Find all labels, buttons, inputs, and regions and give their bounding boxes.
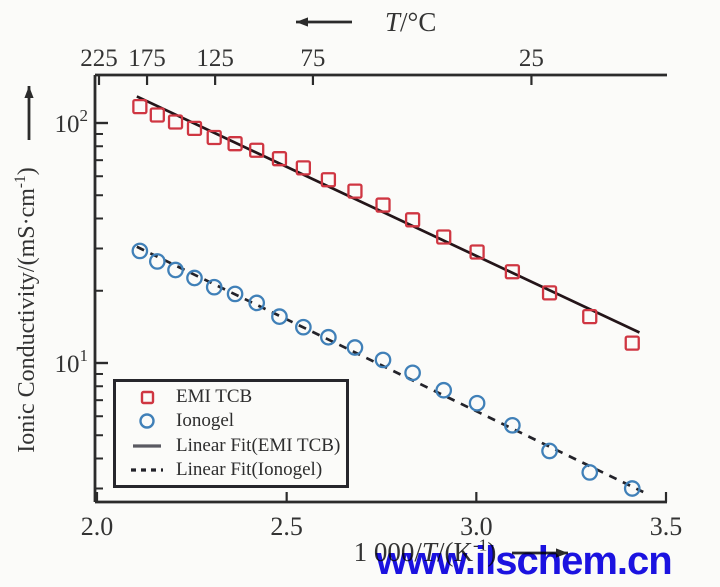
data-point-emi-tcb <box>469 244 485 260</box>
data-point-emi-tcb <box>436 229 452 245</box>
data-point-ionogel <box>131 242 149 260</box>
watermark: www.ilschem.cn <box>376 539 673 583</box>
data-point-emi-tcb <box>167 114 184 130</box>
data-point-ionogel <box>271 308 288 326</box>
legend: EMI TCB Ionogel Linear Fit(EMI TCB) Line… <box>113 379 349 488</box>
legend-item-fit-ionogel: Linear Fit(Ionogel) <box>129 458 346 482</box>
data-point-ionogel <box>346 339 364 356</box>
data-point-ionogel <box>504 416 521 434</box>
dashed-line-icon <box>129 466 165 474</box>
legend-label: EMI TCB <box>176 386 253 408</box>
up-arrow-icon-head <box>24 86 34 98</box>
x-axis-label: 1 000/T/(K-1) <box>354 536 497 567</box>
data-point-emi-tcb <box>206 129 222 146</box>
data-point-ionogel <box>541 442 558 460</box>
data-point-ionogel <box>205 278 223 296</box>
data-point-ionogel <box>374 351 392 369</box>
data-point-ionogel <box>404 364 421 382</box>
y-tick-label: 101 <box>55 346 89 378</box>
data-point-ionogel <box>435 381 453 399</box>
data-point-emi-tcb <box>375 197 391 213</box>
right-arrow-icon-head <box>556 548 568 558</box>
legend-label: Linear Fit(EMI TCB) <box>176 434 341 456</box>
data-point-emi-tcb <box>186 120 203 136</box>
data-point-emi-tcb <box>504 264 521 280</box>
circle-marker-icon <box>129 412 165 430</box>
data-point-emi-tcb <box>149 107 165 123</box>
legend-item-fit-emi: Linear Fit(EMI TCB) <box>129 434 346 458</box>
y-axis-label: Ionic Conductivity/(mS·cm-1) <box>12 167 40 452</box>
x-tick-label: 3.5 <box>650 512 683 541</box>
data-point-ionogel <box>581 464 599 481</box>
data-point-emi-tcb <box>404 212 421 228</box>
legend-item-emi-tcb: EMI TCB <box>129 385 346 409</box>
data-point-emi-tcb <box>582 309 598 325</box>
data-point-ionogel <box>248 294 266 312</box>
data-point-ionogel <box>226 285 244 303</box>
top-tick-label: 75 <box>300 45 325 72</box>
legend-label: Ionogel <box>176 410 235 432</box>
top-tick-label: 225 <box>80 45 118 72</box>
data-point-emi-tcb <box>347 183 363 199</box>
legend-label: Linear Fit(Ionogel) <box>176 458 323 480</box>
top-axis-label: T/°C <box>385 7 436 37</box>
data-point-emi-tcb <box>249 142 265 158</box>
legend-item-ionogel: Ionogel <box>129 409 346 433</box>
x-tick-label: 2.0 <box>81 512 114 541</box>
y-tick-label: 102 <box>55 106 89 138</box>
data-point-emi-tcb <box>227 136 243 152</box>
data-point-emi-tcb <box>271 151 288 167</box>
data-point-ionogel <box>623 480 641 497</box>
data-point-emi-tcb <box>541 285 558 301</box>
data-point-emi-tcb <box>624 335 640 351</box>
solid-line-icon <box>129 442 165 450</box>
data-point-ionogel <box>295 318 312 336</box>
x-tick-label: 3.0 <box>460 512 493 541</box>
data-point-emi-tcb <box>295 160 312 176</box>
data-point-ionogel <box>148 253 166 270</box>
top-tick-label: 25 <box>519 45 544 72</box>
data-point-emi-tcb <box>132 98 148 115</box>
x-tick-label: 2.5 <box>270 512 303 541</box>
left-arrow-icon-head <box>296 17 308 27</box>
data-point-ionogel <box>186 269 203 287</box>
data-point-ionogel <box>167 261 184 279</box>
square-marker-icon <box>129 389 165 406</box>
data-point-emi-tcb <box>320 172 337 188</box>
top-tick-label: 125 <box>196 45 234 72</box>
data-point-ionogel <box>320 328 337 346</box>
data-point-ionogel <box>468 394 486 412</box>
top-tick-label: 175 <box>128 45 166 72</box>
